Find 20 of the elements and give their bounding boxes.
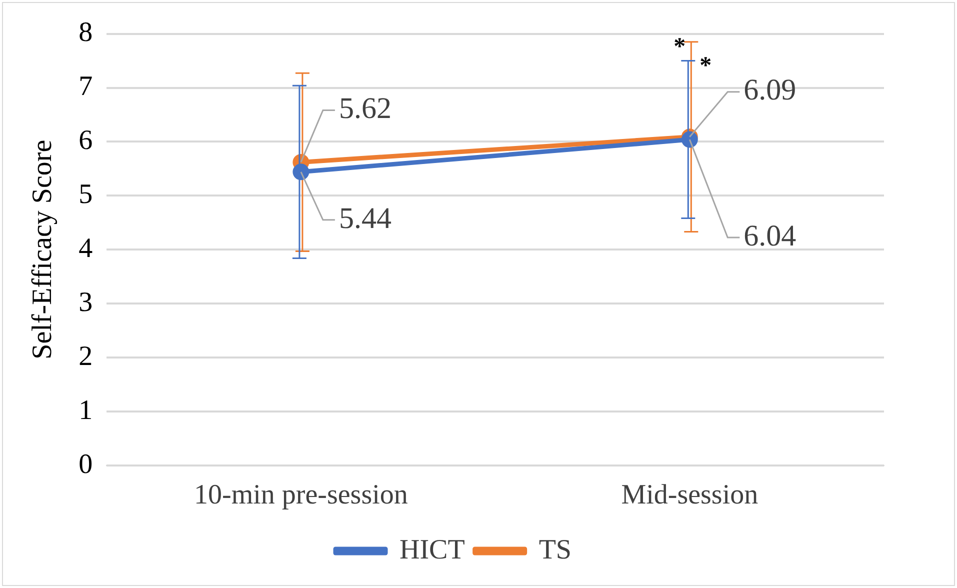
- y-tick-label: 6: [78, 125, 93, 156]
- y-tick-label: 2: [78, 340, 93, 372]
- y-tick-label: 1: [78, 394, 93, 426]
- data-label: 5.62: [338, 92, 392, 126]
- y-tick-label: 4: [78, 232, 93, 264]
- x-tick-label: 10-min pre-session: [194, 480, 408, 511]
- y-tick-label: 3: [78, 286, 93, 318]
- y-tick-label: 0: [78, 448, 93, 480]
- legend-label: HICT: [400, 534, 465, 566]
- data-label: 5.44: [338, 202, 392, 235]
- y-tick-label: 5: [78, 179, 93, 210]
- data-label: 6.09: [744, 74, 796, 107]
- y-tick-label: 7: [78, 71, 93, 102]
- x-tick-label: Mid-session: [621, 480, 758, 511]
- y-axis-title: Self-Efficacy Score: [27, 140, 58, 360]
- data-label: 6.04: [744, 219, 796, 252]
- y-tick-label: 8: [78, 17, 93, 48]
- annotation: *: [700, 52, 712, 79]
- annotation: *: [674, 34, 686, 60]
- legend-label: TS: [538, 534, 572, 566]
